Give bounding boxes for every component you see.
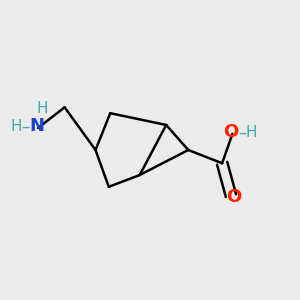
Text: H: H	[10, 119, 22, 134]
Text: O: O	[226, 188, 242, 206]
Text: H: H	[37, 101, 48, 116]
Text: –: –	[238, 123, 247, 141]
Text: H: H	[246, 125, 257, 140]
Text: N: N	[29, 117, 44, 135]
Text: –: –	[22, 117, 30, 135]
Text: O: O	[223, 123, 238, 141]
